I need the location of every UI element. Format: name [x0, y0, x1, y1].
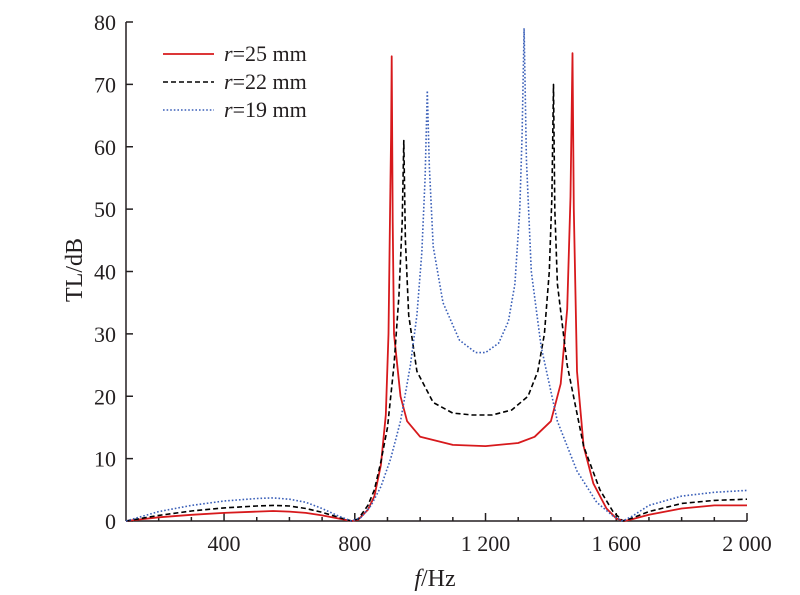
y-tick-label: 80: [94, 10, 116, 35]
y-tick-label: 0: [105, 509, 116, 534]
axes: [125, 22, 747, 522]
tick-labels: 0 10 20 30 40 50 60 70 80 400 800 1 200 1 600 2 000: [94, 10, 772, 556]
y-tick-label: 10: [94, 447, 116, 472]
series-line-2: [125, 83, 748, 522]
y-tick-label: 50: [94, 197, 116, 222]
y-tick-label: 20: [94, 384, 116, 409]
series-lines: [125, 27, 748, 522]
x-tick-label: 1 600: [592, 531, 642, 556]
tick-marks: [126, 21, 748, 522]
series-line-1: [125, 52, 747, 522]
x-tick-label: 1 200: [461, 531, 511, 556]
legend: r=25 mm r=22 mm r=19 mm: [163, 41, 307, 122]
x-axis-title-rest: /Hz: [421, 566, 456, 592]
legend-label-3: r=19 mm: [224, 97, 307, 122]
legend-label-2: r=22 mm: [224, 69, 307, 94]
x-axis-title-italic: f: [414, 566, 424, 592]
y-tick-label: 40: [94, 260, 116, 285]
series-line-3: [125, 27, 748, 522]
legend-label-1: r=25 mm: [224, 41, 307, 66]
x-tick-label: 400: [208, 531, 241, 556]
x-axis-title: f/Hz: [414, 566, 455, 592]
y-tick-label: 30: [94, 322, 116, 347]
y-tick-label: 70: [94, 72, 116, 97]
x-tick-label: 2 000: [722, 531, 772, 556]
y-axis-title: TL/dB: [62, 238, 88, 302]
y-tick-label: 60: [94, 135, 116, 160]
x-tick-label: 800: [338, 531, 371, 556]
